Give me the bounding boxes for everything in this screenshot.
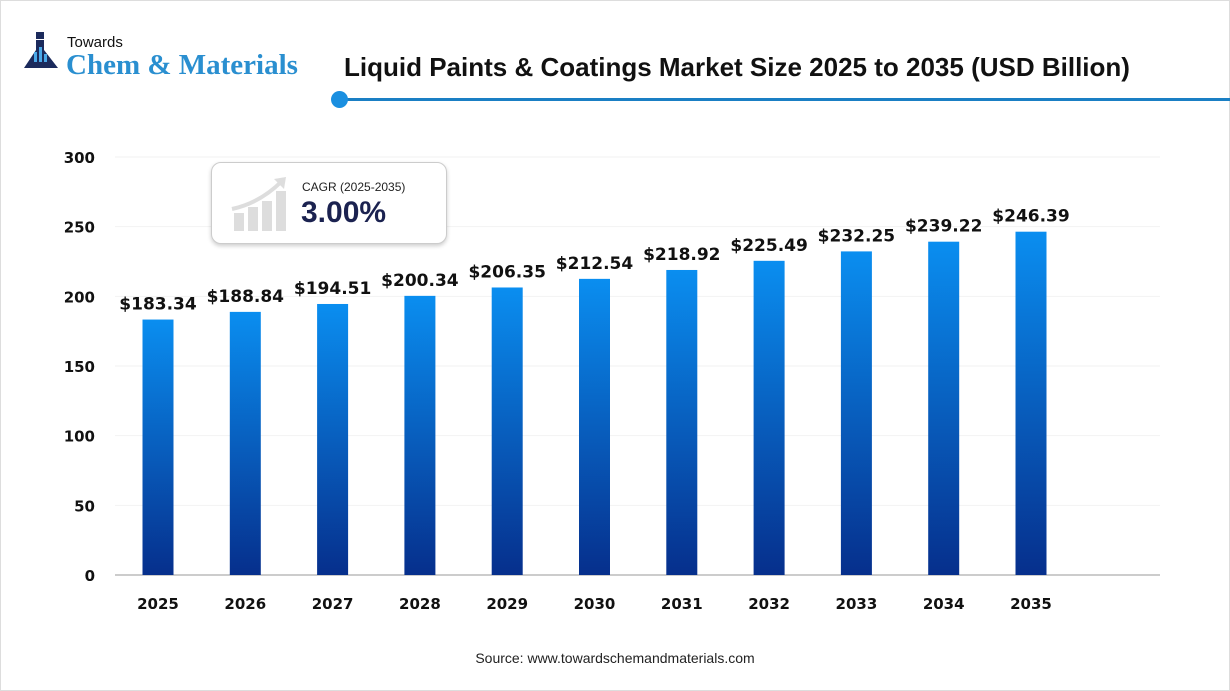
bar-2025 [142,319,174,575]
data-label: $200.34 [381,271,459,291]
y-tick-label: 200 [64,288,95,306]
data-label: $183.34 [119,295,197,315]
x-tick-label: 2031 [661,595,703,613]
x-tick-label: 2028 [399,595,441,613]
logo-brand-text: Chem & Materials [66,49,298,81]
data-label: $188.84 [207,287,285,307]
x-tick-label: 2025 [137,595,179,613]
bar-2033 [840,251,872,576]
x-tick-label: 2027 [312,595,354,613]
bar-2035 [1015,231,1047,575]
x-tick-label: 2032 [748,595,790,613]
bar-2032 [753,260,785,575]
x-tick-label: 2033 [836,595,878,613]
bar-2027 [317,303,349,575]
cagr-value: 3.00% [301,196,387,229]
y-tick-label: 100 [64,428,95,446]
y-tick-label: 0 [85,567,95,585]
data-label: $232.25 [818,226,895,246]
x-tick-label: 2029 [486,595,528,613]
y-tick-label: 300 [64,149,95,167]
cagr-box: CAGR (2025-2035) 3.00% [211,162,447,244]
x-tick-label: 2030 [574,595,616,613]
bar-2029 [491,287,523,575]
data-label: $218.92 [643,245,720,265]
x-tick-label: 2026 [224,595,266,613]
growth-chart-icon [231,177,286,231]
cagr-label: CAGR (2025-2035) [302,180,406,194]
source-note: Source: www.towardschemandmaterials.com [475,650,755,666]
y-tick-label: 50 [74,497,95,515]
data-label: $212.54 [556,254,634,274]
x-tick-label: 2035 [1010,595,1052,613]
bar-2031 [666,269,698,575]
flask-icon [24,32,58,68]
bar-2030 [579,278,610,575]
y-tick-label: 150 [64,358,95,376]
title-underline-dot [331,91,348,108]
data-label: $206.35 [468,262,545,282]
bar-2028 [404,295,436,575]
data-label: $194.51 [294,279,371,299]
chart-title: Liquid Paints & Coatings Market Size 202… [344,52,1130,82]
data-label: $246.39 [992,207,1069,227]
y-tick-label: 250 [64,219,95,237]
logo: Towards Chem & Materials [22,30,298,81]
data-label: $239.22 [905,217,982,237]
title-underline [340,98,1230,101]
logo-top-text: Towards [67,34,123,51]
data-label: $225.49 [730,236,807,256]
bar-2026 [229,311,261,575]
bar-2034 [928,241,960,575]
x-tick-label: 2034 [923,595,965,613]
